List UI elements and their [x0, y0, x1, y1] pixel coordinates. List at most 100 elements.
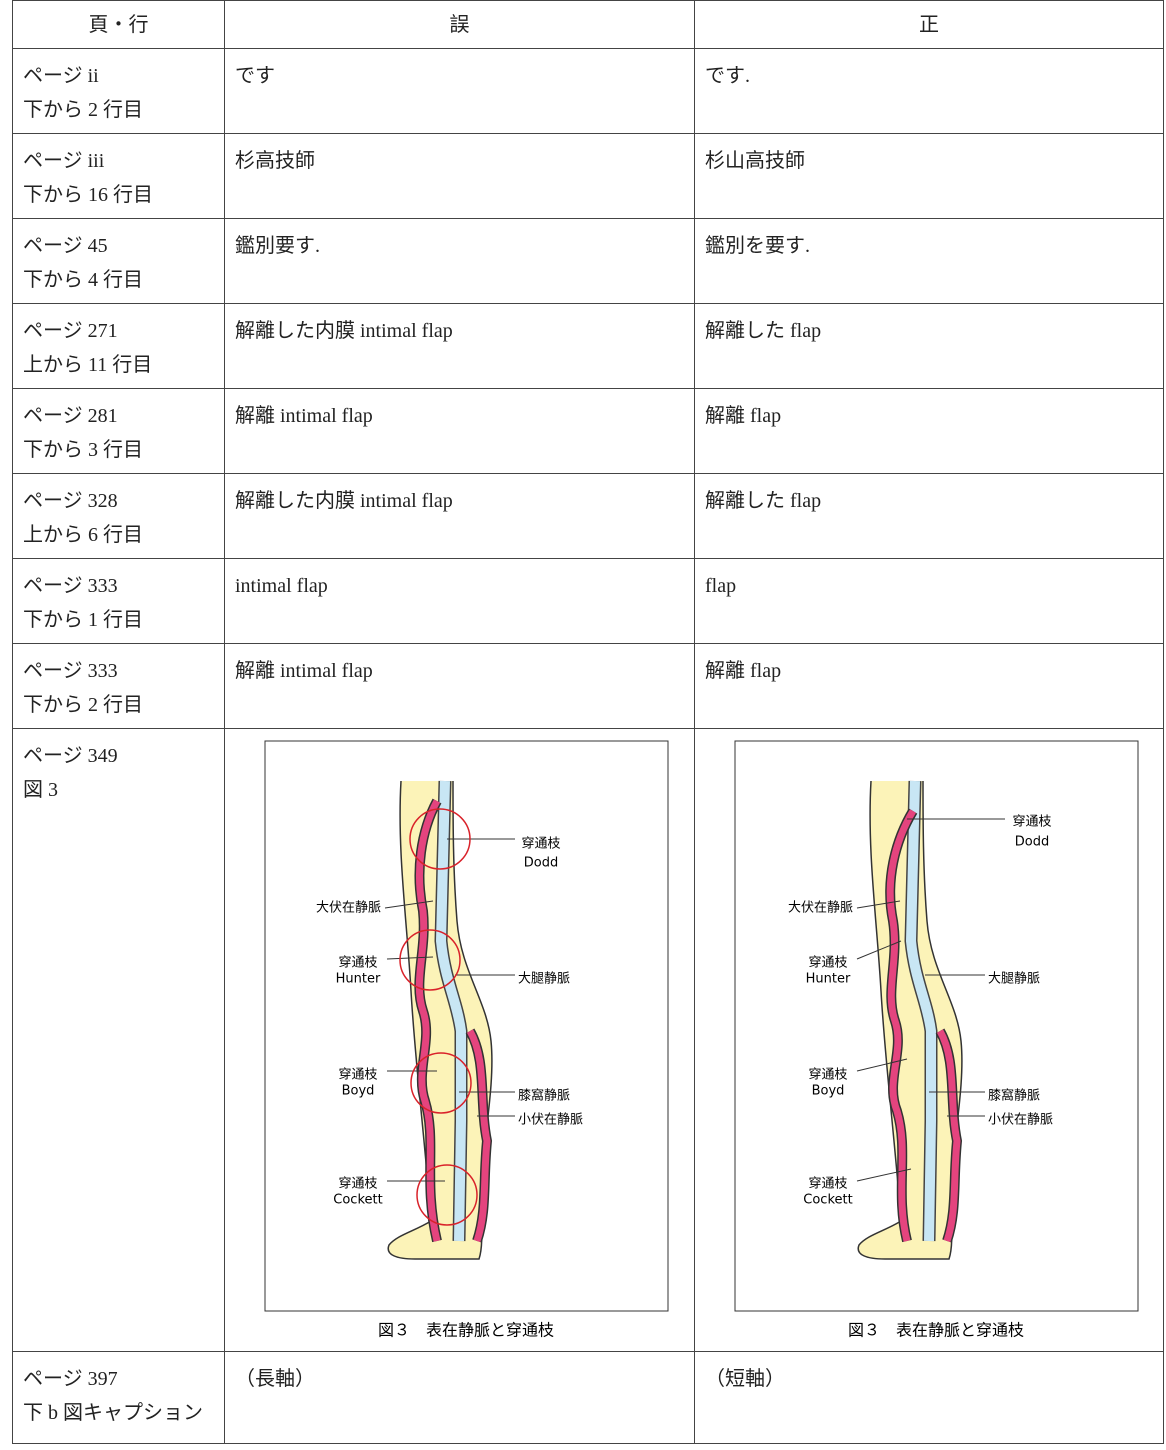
wrong-cell: （長軸） [224, 1351, 695, 1444]
table-row: ページ 349 図 3 穿通枝 Dodd 大伏在静脈 穿通枝 Hunter 大腿静脈 穿通枝 Bo… [12, 728, 1164, 1352]
figure-caption: 図３ 表在静脈と穿通枝 [848, 1321, 1024, 1340]
highlight-circle [399, 929, 461, 991]
table-row: ページ 271 上から 11 行目 解離した内膜 intimal flap 解離した … [12, 303, 1164, 389]
location-line: 上から 6 行目 [23, 524, 143, 546]
wrong-cell: intimal flap [224, 558, 695, 644]
location-line: 下から 2 行目 [23, 99, 143, 121]
figure-label: 穿通枝 [1012, 814, 1051, 830]
wrong-cell: 解離した内膜 intimal flap [224, 303, 695, 389]
location-line: 図 3 [23, 779, 58, 801]
superficial-vein [936, 1029, 961, 1243]
location-line: 下から 4 行目 [23, 269, 143, 291]
correct-cell: 鑑別を要す. [694, 218, 1164, 304]
correct-cell: 解離した flap [694, 303, 1164, 389]
leader-line [856, 1058, 908, 1072]
figure-label: Boyd [812, 1084, 845, 1099]
correct-cell: 杉山高技師 [694, 133, 1164, 219]
leader-line [384, 900, 434, 909]
header-cell: 誤 [224, 0, 695, 49]
wrong-cell: 解離した内膜 intimal flap [224, 473, 695, 559]
location-cell: ページ iii 下から 16 行目 [12, 133, 225, 219]
leader-line [386, 956, 434, 960]
location-line: ページ 349 [23, 745, 118, 767]
location-cell: ページ 333 下から 1 行目 [12, 558, 225, 644]
figure-label: 穿通枝 [808, 1067, 847, 1083]
figure-label: Hunter [336, 972, 381, 987]
table-row: ページ iii 下から 16 行目 杉高技師 杉山高技師 [12, 133, 1164, 219]
wrong-cell: 解離 intimal flap [224, 388, 695, 474]
correct-cell: です. [694, 48, 1164, 134]
table-row: ページ 45 下から 4 行目 鑑別要す. 鑑別を要す. [12, 218, 1164, 304]
wrong-cell: 杉高技師 [224, 133, 695, 219]
table-row: ページ 281 下から 3 行目 解離 intimal flap 解離 flap [12, 388, 1164, 474]
figure-label: Hunter [806, 972, 851, 987]
deep-vein [435, 780, 466, 1242]
leader-line [856, 940, 902, 960]
location-cell: ページ ii 下から 2 行目 [12, 48, 225, 134]
table-row: ページ 397 下 b 図キャプション （長軸） （短軸） [12, 1351, 1164, 1444]
location-cell: ページ 333 下から 2 行目 [12, 643, 225, 729]
table-row: ページ 333 下から 1 行目 intimal flap flap [12, 558, 1164, 644]
figure-label: Cockett [803, 1193, 852, 1208]
location-line: ページ 271 [23, 320, 118, 342]
location-line: ページ 397 [23, 1368, 118, 1390]
location-line: 下から 16 行目 [23, 184, 153, 206]
location-line: ページ 281 [23, 405, 118, 427]
figure-label: 小伏在静脈 [988, 1113, 1053, 1128]
figure-label: 大伏在静脈 [788, 901, 853, 916]
location-line: 下 b 図キャプション [23, 1402, 203, 1424]
figure-label: 小伏在静脈 [518, 1113, 583, 1128]
figure-label: 穿通枝 [338, 1067, 377, 1083]
header-cell: 正 [694, 0, 1164, 49]
superficial-vein [415, 799, 441, 1242]
location-line: ページ 45 [23, 235, 108, 257]
correct-cell: （短軸） [694, 1351, 1164, 1444]
deep-vein [905, 780, 936, 1242]
location-cell: ページ 45 下から 4 行目 [12, 218, 225, 304]
correct-cell: flap [694, 558, 1164, 644]
highlight-circle [410, 1052, 472, 1114]
location-cell: ページ 349 図 3 [12, 728, 225, 1352]
highlight-circle [416, 1164, 478, 1226]
location-line: ページ 328 [23, 490, 118, 512]
header-row: 頁・行誤正 [12, 0, 1164, 49]
figure-label: 穿通枝 [521, 836, 560, 852]
figure-label: 穿通枝 [338, 1176, 377, 1192]
figure-caption: 図３ 表在静脈と穿通枝 [378, 1321, 554, 1340]
figure-label: 大腿静脈 [988, 972, 1040, 987]
superficial-vein [466, 1029, 491, 1243]
figure-label: Dodd [1015, 835, 1049, 850]
wrong-cell: 解離 intimal flap [224, 643, 695, 729]
figure-label: 膝窩静脈 [988, 1088, 1040, 1104]
superficial-vein [886, 809, 917, 1242]
location-line: 下から 2 行目 [23, 694, 143, 716]
figure-label: Boyd [342, 1084, 375, 1099]
wrong-cell: 鑑別要す. [224, 218, 695, 304]
errata-table: 頁・行誤正 ページ ii 下から 2 行目 です です. ページ iii 下から 16 行… [12, 0, 1164, 1444]
figure-label: 穿通枝 [808, 1176, 847, 1192]
correct-cell: 解離 flap [694, 388, 1164, 474]
figure-label: 穿通枝 [338, 955, 377, 971]
location-line: ページ ii [23, 65, 99, 87]
table-row: ページ 328 上から 6 行目 解離した内膜 intimal flap 解離した f… [12, 473, 1164, 559]
location-line: ページ 333 [23, 660, 118, 682]
wrong-cell: です [224, 48, 695, 134]
location-cell: ページ 328 上から 6 行目 [12, 473, 225, 559]
location-line: ページ iii [23, 150, 105, 172]
highlight-circle [409, 808, 471, 870]
figure-label: 穿通枝 [808, 955, 847, 971]
table-row: ページ ii 下から 2 行目 です です. [12, 48, 1164, 134]
location-line: ページ 333 [23, 575, 118, 597]
leader-line [856, 900, 901, 909]
figure-label: 大伏在静脈 [316, 901, 381, 916]
figure-label: 大腿静脈 [518, 972, 570, 987]
location-cell: ページ 271 上から 11 行目 [12, 303, 225, 389]
location-cell: ページ 397 下 b 図キャプション [12, 1351, 225, 1444]
location-line: 下から 3 行目 [23, 439, 143, 461]
wrong-figure-cell: 穿通枝 Dodd 大伏在静脈 穿通枝 Hunter 大腿静脈 穿通枝 Boyd 膝窩静脈 小伏在静… [224, 728, 695, 1352]
